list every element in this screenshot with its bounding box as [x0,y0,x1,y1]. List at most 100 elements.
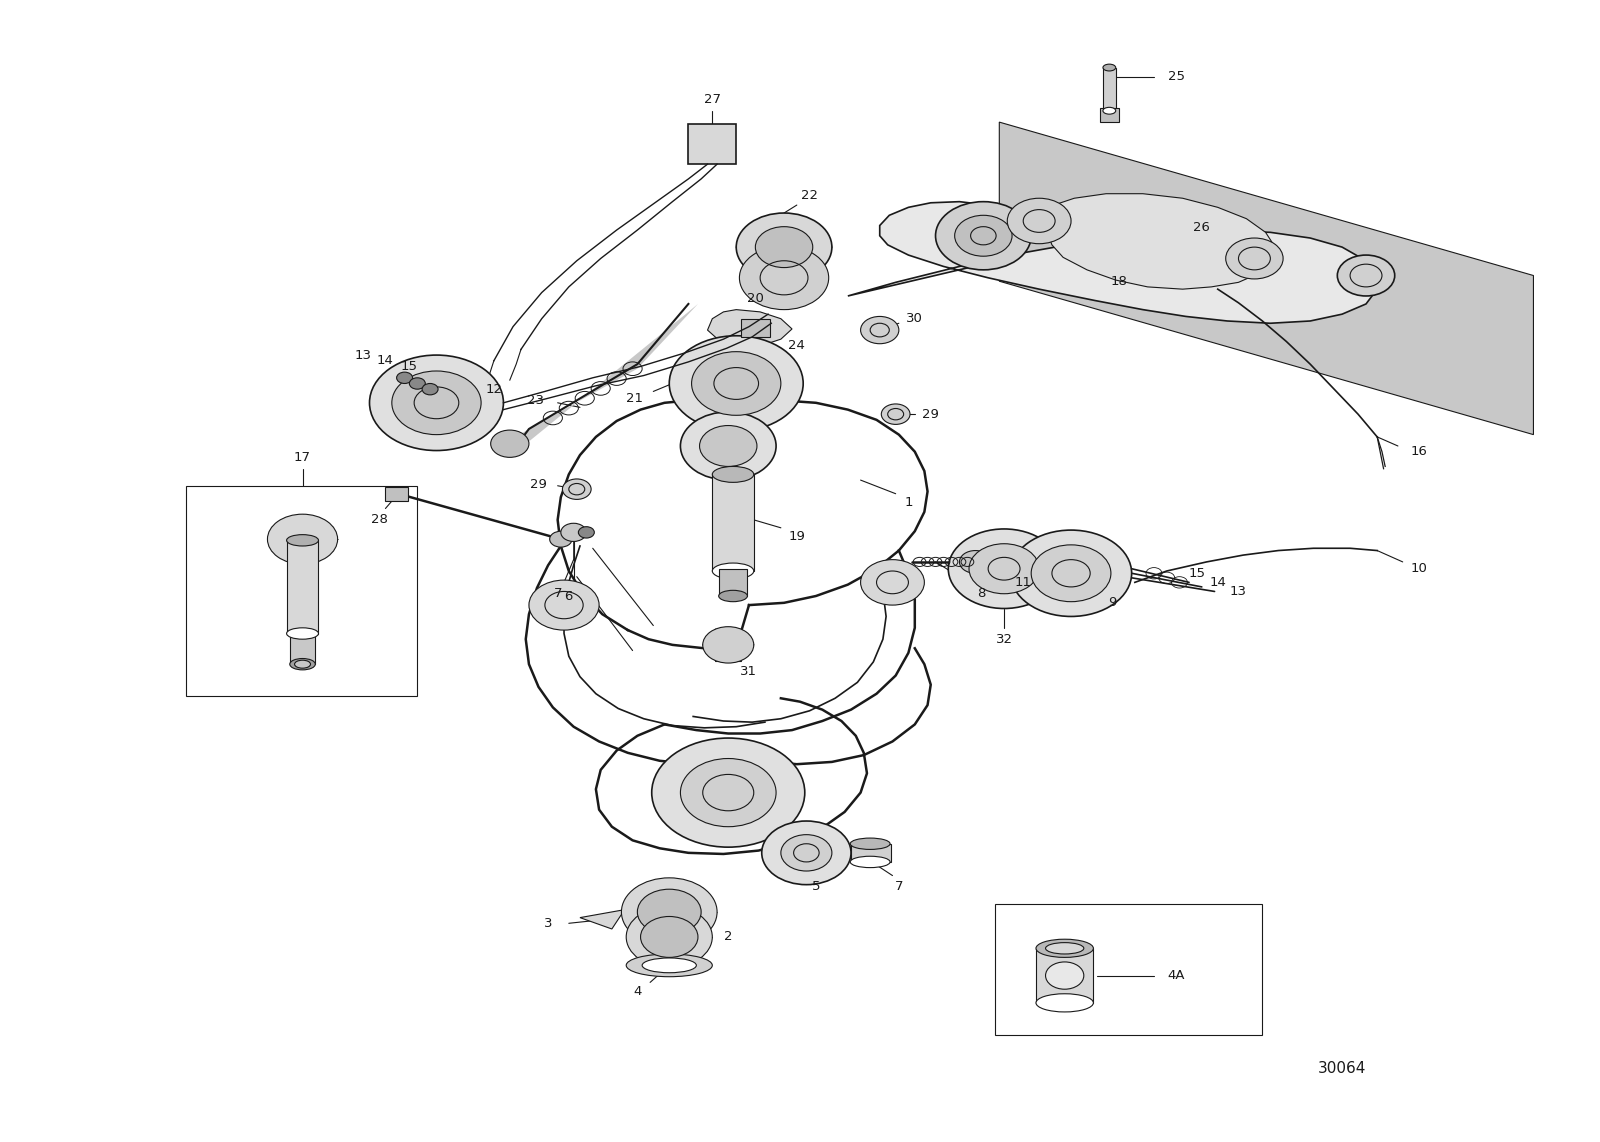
Text: 13: 13 [1230,585,1246,598]
Circle shape [1008,199,1070,243]
Ellipse shape [290,659,315,670]
Circle shape [955,216,1013,256]
Bar [688,124,736,164]
Circle shape [626,907,712,967]
Polygon shape [1024,194,1275,289]
Text: 15: 15 [1189,566,1205,580]
Bar [286,540,318,634]
Bar [995,904,1262,1035]
Circle shape [1338,255,1395,296]
Circle shape [755,226,813,267]
Circle shape [1030,545,1110,602]
Text: 4A: 4A [1168,970,1186,982]
Circle shape [621,878,717,946]
Text: 28: 28 [371,514,387,526]
Circle shape [699,426,757,466]
Text: 31: 31 [741,665,757,677]
Bar [386,486,408,500]
Polygon shape [707,309,792,347]
Text: 29: 29 [530,478,547,491]
Circle shape [1011,530,1131,617]
Circle shape [861,560,925,605]
Polygon shape [507,304,698,449]
Text: 2: 2 [723,931,733,943]
Circle shape [578,526,594,538]
Ellipse shape [1035,994,1093,1012]
Circle shape [550,531,571,547]
Ellipse shape [1102,107,1115,114]
Ellipse shape [286,628,318,640]
Circle shape [882,404,910,425]
Text: 6: 6 [565,589,573,603]
Text: 19: 19 [789,530,805,544]
Text: 7: 7 [554,587,562,601]
Text: 1: 1 [904,497,912,509]
Text: 21: 21 [626,392,643,404]
Circle shape [762,821,851,885]
Circle shape [970,544,1038,594]
Text: 23: 23 [526,394,544,407]
Circle shape [392,371,482,435]
Text: 30: 30 [906,312,923,325]
Ellipse shape [294,660,310,668]
Ellipse shape [286,534,318,546]
Circle shape [530,580,598,630]
Text: 4: 4 [634,986,642,998]
Ellipse shape [712,563,754,579]
Bar [1099,108,1118,122]
Circle shape [370,355,504,451]
Bar [851,844,891,862]
Polygon shape [579,910,624,928]
Circle shape [397,372,413,384]
Text: 11: 11 [1014,576,1032,589]
Circle shape [1045,962,1083,989]
Text: 29: 29 [922,408,939,420]
Ellipse shape [626,954,712,976]
Circle shape [736,214,832,281]
Circle shape [640,917,698,957]
Bar [712,474,754,571]
Circle shape [949,529,1059,609]
Text: 20: 20 [747,291,763,305]
Bar [290,633,315,665]
Text: 3: 3 [544,917,552,930]
Text: 18: 18 [1110,275,1128,288]
Circle shape [267,514,338,564]
Text: 32: 32 [995,633,1013,645]
Circle shape [562,523,586,541]
Text: 26: 26 [1194,222,1210,234]
Text: 9: 9 [1109,596,1117,610]
Circle shape [861,316,899,344]
Text: 30064: 30064 [1318,1061,1366,1076]
Text: 22: 22 [802,190,818,202]
Text: 12: 12 [485,383,502,395]
Ellipse shape [850,838,890,850]
Text: 5: 5 [811,880,821,893]
Polygon shape [848,202,1378,323]
Circle shape [781,835,832,871]
Circle shape [491,431,530,457]
Circle shape [651,738,805,847]
Circle shape [702,627,754,664]
Circle shape [563,478,590,499]
Bar [1035,948,1093,1003]
Circle shape [1226,238,1283,279]
Circle shape [936,202,1030,270]
Circle shape [680,412,776,480]
Text: 13: 13 [355,348,371,362]
Bar [1102,67,1115,111]
Bar [741,319,770,337]
Text: 14: 14 [1210,576,1226,589]
Bar [718,569,747,596]
Polygon shape [1000,122,1533,435]
Circle shape [410,378,426,389]
Circle shape [691,352,781,416]
Circle shape [739,246,829,309]
Text: 8: 8 [978,587,986,601]
Text: 10: 10 [1410,562,1427,576]
Text: 17: 17 [294,451,310,464]
Ellipse shape [718,590,747,602]
Circle shape [960,550,992,573]
Circle shape [422,384,438,395]
Circle shape [669,336,803,432]
